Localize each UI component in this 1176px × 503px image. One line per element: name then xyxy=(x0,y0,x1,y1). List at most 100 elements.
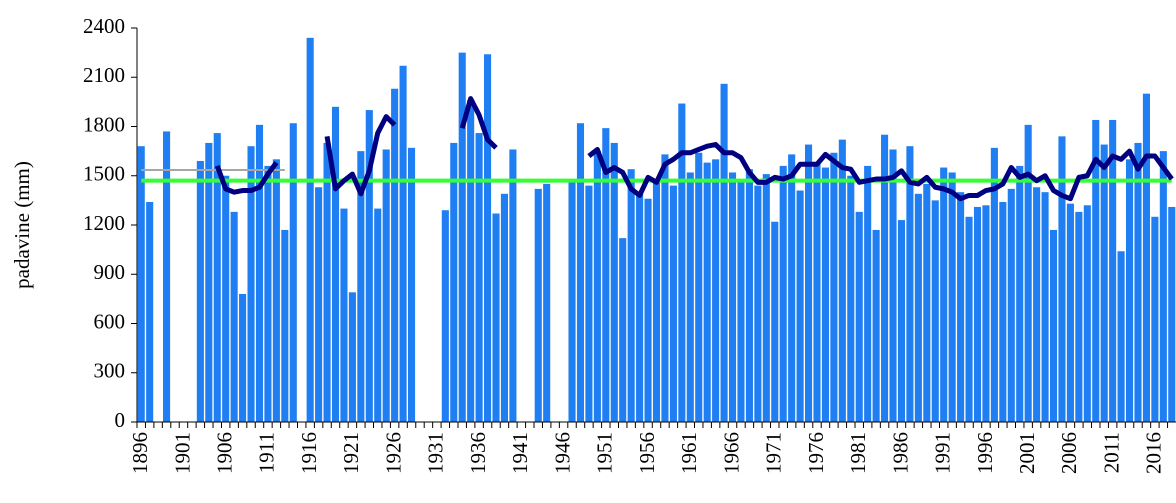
bar xyxy=(973,206,982,422)
bar xyxy=(289,123,297,422)
x-tick-label: 2006 xyxy=(1057,432,1081,474)
bar xyxy=(146,202,154,422)
bar xyxy=(779,165,787,422)
bar xyxy=(889,149,897,422)
bar xyxy=(365,110,373,422)
x-tick-label: 1976 xyxy=(804,432,828,474)
x-tick-label: 1941 xyxy=(508,432,532,474)
bar xyxy=(965,216,973,422)
bar xyxy=(762,174,770,422)
bar xyxy=(357,151,365,422)
bar xyxy=(771,221,779,422)
x-tick-label: 1926 xyxy=(381,432,405,474)
bar xyxy=(239,293,247,422)
bar xyxy=(838,139,846,422)
bar xyxy=(661,154,669,423)
bar xyxy=(222,175,230,422)
bar xyxy=(407,147,416,422)
bar xyxy=(1109,119,1117,422)
bar xyxy=(348,292,356,422)
bar xyxy=(914,193,922,422)
bar xyxy=(450,142,458,422)
bar xyxy=(813,162,821,422)
x-tick-label: 2011 xyxy=(1099,432,1123,473)
bar xyxy=(391,88,399,422)
bar xyxy=(627,169,635,422)
bar xyxy=(441,210,449,422)
x-tick-label: 1966 xyxy=(719,432,743,474)
x-tick-label: 1906 xyxy=(213,432,237,474)
bar xyxy=(636,192,644,422)
bar xyxy=(458,52,466,422)
bar xyxy=(678,103,686,423)
bar xyxy=(619,238,627,422)
x-tick-label: 1956 xyxy=(635,432,659,474)
bar xyxy=(830,152,838,422)
bar xyxy=(610,142,618,422)
y-tick-label: 1800 xyxy=(83,112,125,136)
bar xyxy=(340,208,348,422)
bar xyxy=(196,160,204,422)
bar xyxy=(137,146,145,422)
bar xyxy=(931,200,939,422)
bar xyxy=(652,182,661,422)
bar xyxy=(1049,229,1058,422)
bar xyxy=(374,208,382,422)
bar xyxy=(1168,206,1176,422)
bar xyxy=(1134,142,1142,422)
bar xyxy=(957,192,965,422)
bar xyxy=(500,193,508,422)
bar xyxy=(821,167,829,422)
bar xyxy=(1033,187,1041,422)
bar xyxy=(475,133,483,423)
bar xyxy=(272,159,280,423)
y-tick-label: 600 xyxy=(94,309,126,333)
bar xyxy=(163,131,171,423)
bar xyxy=(593,151,601,422)
y-tick-label: 0 xyxy=(115,408,126,432)
bar xyxy=(1041,192,1049,422)
bar xyxy=(872,229,880,422)
x-tick-label: 1961 xyxy=(677,432,701,474)
bar xyxy=(1066,203,1074,422)
bar xyxy=(703,162,711,422)
bar xyxy=(737,182,745,422)
bar xyxy=(990,147,998,422)
bar xyxy=(484,54,492,423)
bar xyxy=(492,213,500,422)
x-tick-label: 1986 xyxy=(888,432,912,474)
bar xyxy=(728,172,737,422)
x-tick-label: 1951 xyxy=(593,432,617,474)
x-tick-label: 1921 xyxy=(339,432,363,474)
bar xyxy=(881,134,889,423)
bar xyxy=(686,172,694,422)
bar xyxy=(1100,144,1108,422)
y-tick-label: 1500 xyxy=(83,162,125,186)
bar xyxy=(602,128,610,422)
x-tick-label: 1981 xyxy=(846,432,870,474)
bar xyxy=(1092,119,1100,422)
bar xyxy=(467,100,475,422)
bar xyxy=(669,185,677,422)
x-tick-label: 1931 xyxy=(424,432,448,474)
bar xyxy=(948,172,956,422)
y-tick-label: 1200 xyxy=(83,211,125,235)
bar xyxy=(1117,251,1125,422)
bar xyxy=(576,123,585,422)
x-tick-label: 1916 xyxy=(297,432,321,474)
bar xyxy=(712,159,720,423)
bar xyxy=(1007,188,1015,422)
y-tick-label: 300 xyxy=(94,359,126,383)
x-tick-label: 2001 xyxy=(1015,432,1039,474)
bar xyxy=(1151,216,1159,422)
bar xyxy=(306,37,314,422)
y-tick-label: 900 xyxy=(94,260,126,284)
bar xyxy=(534,188,542,422)
bar xyxy=(847,175,855,422)
bar xyxy=(644,198,652,422)
bar xyxy=(264,165,272,422)
bar xyxy=(230,211,238,422)
y-axis-label: padavine (mm) xyxy=(10,161,34,289)
bar xyxy=(382,149,390,422)
